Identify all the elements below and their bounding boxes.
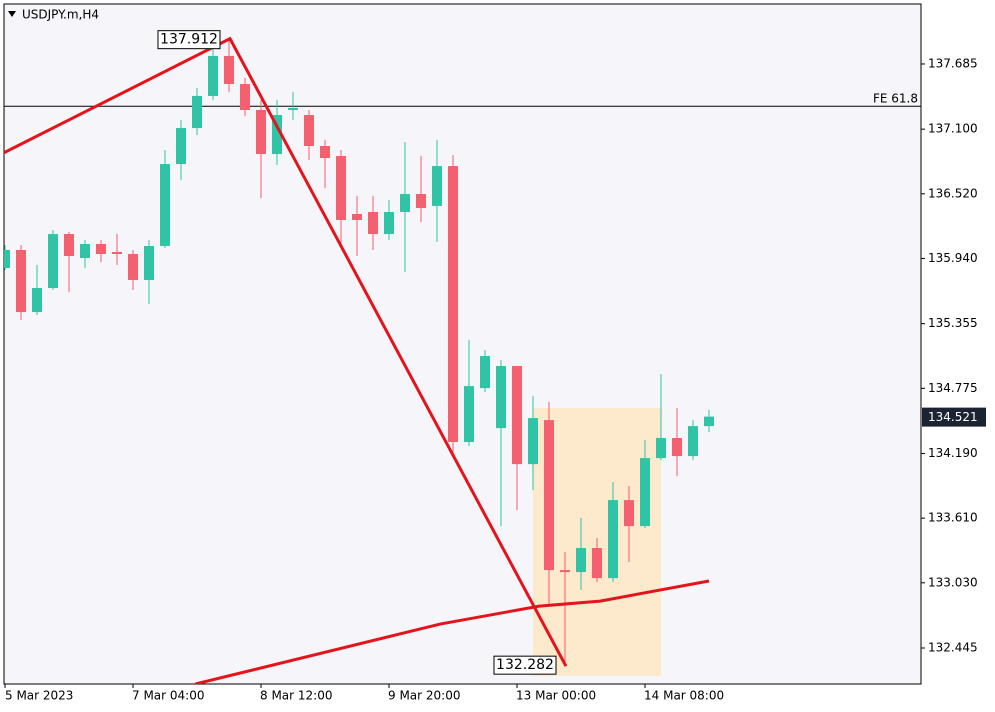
candle-body <box>640 458 650 527</box>
y-tick-label: 134.775 <box>928 381 978 395</box>
y-tick-label: 135.355 <box>928 316 978 330</box>
candle-body <box>672 438 682 457</box>
candle-body <box>304 115 314 146</box>
candle-body <box>320 145 330 159</box>
candle-body <box>288 107 298 110</box>
candle-body <box>384 211 394 235</box>
y-tick-label: 136.520 <box>928 186 978 200</box>
candle-body <box>592 548 602 579</box>
candle-body <box>416 194 426 208</box>
x-tick-label: 9 Mar 20:00 <box>388 689 461 703</box>
fe-level-label: FE 61.8 <box>873 92 918 106</box>
candle-body <box>128 253 138 280</box>
zigzag-line <box>4 36 568 667</box>
candle-body <box>96 243 106 254</box>
y-tick-label: 132.445 <box>928 640 978 654</box>
y-tick-label: 137.685 <box>928 56 978 70</box>
candle-body <box>256 109 266 155</box>
candle-body <box>704 416 714 427</box>
candle-body <box>4 249 10 269</box>
candle-body <box>64 234 74 257</box>
candle-body <box>48 234 58 288</box>
candle-body <box>80 243 90 259</box>
x-tick-label: 14 Mar 08:00 <box>644 689 724 703</box>
candle-body <box>400 194 410 212</box>
x-tick-label: 13 Mar 00:00 <box>516 689 596 703</box>
candle-body <box>192 95 202 129</box>
candle-body <box>624 500 634 527</box>
current-price-label: 134.521 <box>928 410 978 424</box>
symbol-menu-icon[interactable] <box>8 11 16 17</box>
chart-title: USDJPY.m,H4 <box>22 8 99 22</box>
y-tick-label: 137.100 <box>928 122 978 136</box>
candle-body <box>496 366 506 429</box>
candle-body <box>272 115 282 155</box>
candle-body <box>528 418 538 465</box>
candle-body <box>240 84 250 110</box>
candle-body <box>208 55 218 96</box>
trough-label: 132.282 <box>496 657 554 673</box>
candle-body <box>480 355 490 389</box>
candle-body <box>352 213 362 221</box>
trend-line <box>195 579 710 684</box>
candle-body <box>544 420 554 571</box>
candle-body <box>336 156 346 221</box>
candle-body <box>112 251 122 254</box>
plot-layer <box>4 36 921 684</box>
candle-body <box>176 128 186 165</box>
y-tick-label: 134.190 <box>928 446 978 460</box>
candle-body <box>656 438 666 459</box>
x-tick-label: 5 Mar 2023 <box>5 689 73 703</box>
candle-body <box>448 166 458 443</box>
peak-label: 137.912 <box>160 32 218 48</box>
candle-body <box>576 548 586 573</box>
overlay-layer: FE 61.8 137.912 132.282 <box>157 30 918 675</box>
candle-body <box>432 166 442 206</box>
candle-body <box>688 426 698 457</box>
plot-area <box>3 3 922 685</box>
candle-body <box>160 164 170 246</box>
candle-body <box>368 211 378 235</box>
trough-label-box <box>493 655 557 675</box>
y-tick-label: 135.940 <box>928 251 978 265</box>
y-tick-label: 133.610 <box>928 511 978 525</box>
y-tick-label: 133.030 <box>928 575 978 589</box>
candle-body <box>560 570 570 573</box>
x-tick-label: 7 Mar 04:00 <box>132 689 205 703</box>
x-tick-label: 8 Mar 12:00 <box>260 689 333 703</box>
candle-body <box>144 245 154 280</box>
candle-body <box>512 366 522 465</box>
candle-body <box>224 55 234 85</box>
candle-body <box>16 249 26 313</box>
candle-body <box>32 287 42 313</box>
peak-label-box <box>157 30 221 50</box>
candle-body <box>608 500 618 579</box>
candle-body <box>464 386 474 443</box>
current-price-tag <box>922 407 986 427</box>
